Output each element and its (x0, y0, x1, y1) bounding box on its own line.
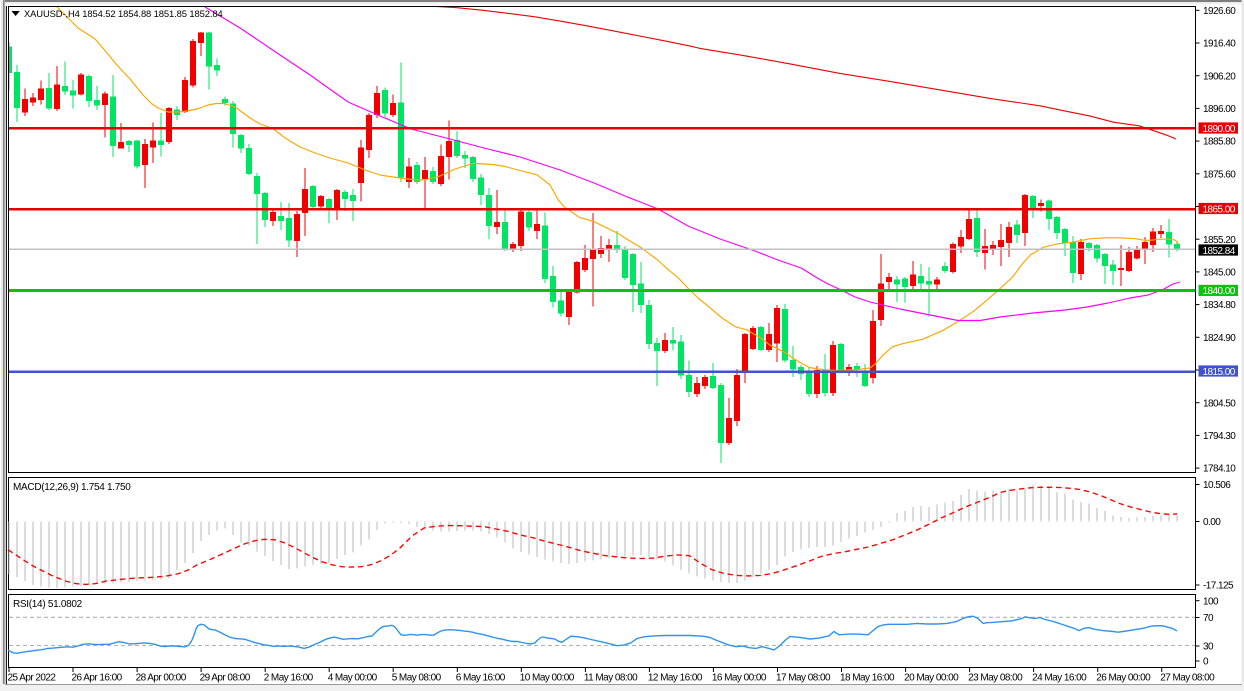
svg-text:0.00: 0.00 (1203, 517, 1221, 528)
svg-text:29 Apr 08:00: 29 Apr 08:00 (200, 673, 251, 684)
svg-text:1885.80: 1885.80 (1203, 137, 1236, 148)
svg-text:11 May 08:00: 11 May 08:00 (584, 673, 638, 684)
svg-text:XAUUSD-,H4 1854.52 1854.88 18: XAUUSD-,H4 1854.52 1854.88 1851.85 1852.… (24, 8, 223, 19)
svg-text:1926.60: 1926.60 (1203, 6, 1236, 17)
svg-text:1890.00: 1890.00 (1203, 124, 1236, 135)
svg-text:10 May 00:00: 10 May 00:00 (520, 673, 575, 684)
svg-text:1852.84: 1852.84 (1203, 246, 1236, 257)
svg-text:1865.00: 1865.00 (1203, 204, 1236, 215)
svg-text:30: 30 (1203, 642, 1214, 653)
svg-text:1794.30: 1794.30 (1203, 431, 1236, 442)
svg-text:16 May 00:00: 16 May 00:00 (712, 673, 767, 684)
svg-text:26 Apr 16:00: 26 Apr 16:00 (72, 673, 123, 684)
svg-text:1840.00: 1840.00 (1203, 286, 1236, 297)
svg-text:6 May 16:00: 6 May 16:00 (456, 673, 506, 684)
svg-text:12 May 16:00: 12 May 16:00 (648, 673, 703, 684)
svg-text:1815.00: 1815.00 (1203, 367, 1236, 378)
svg-text:1875.60: 1875.60 (1203, 169, 1236, 180)
svg-text:5 May 08:00: 5 May 08:00 (392, 673, 442, 684)
svg-text:1916.40: 1916.40 (1203, 39, 1236, 50)
svg-text:25 Apr 2022: 25 Apr 2022 (8, 673, 57, 684)
svg-text:70: 70 (1203, 613, 1214, 624)
svg-text:18 May 16:00: 18 May 16:00 (840, 673, 895, 684)
svg-text:MACD(12,26,9) 1.754 1.750: MACD(12,26,9) 1.754 1.750 (13, 482, 131, 493)
svg-text:1906.20: 1906.20 (1203, 71, 1236, 82)
svg-text:17 May 08:00: 17 May 08:00 (776, 673, 831, 684)
svg-text:0: 0 (1203, 657, 1209, 668)
svg-text:1845.00: 1845.00 (1203, 268, 1236, 279)
svg-text:1834.80: 1834.80 (1203, 300, 1236, 311)
svg-text:24 May 16:00: 24 May 16:00 (1032, 673, 1087, 684)
svg-text:1804.50: 1804.50 (1203, 398, 1236, 409)
svg-text:2 May 16:00: 2 May 16:00 (264, 673, 314, 684)
svg-text:4 May 00:00: 4 May 00:00 (328, 673, 378, 684)
svg-text:1824.90: 1824.90 (1203, 333, 1236, 344)
svg-text:10.506: 10.506 (1203, 480, 1231, 491)
svg-text:1896.00: 1896.00 (1203, 104, 1236, 115)
svg-text:28 Apr 00:00: 28 Apr 00:00 (136, 673, 187, 684)
svg-text:26 May 00:00: 26 May 00:00 (1096, 673, 1151, 684)
svg-text:RSI(14) 51.0802: RSI(14) 51.0802 (13, 599, 83, 610)
svg-text:27 May 08:00: 27 May 08:00 (1160, 673, 1215, 684)
svg-text:20 May 00:00: 20 May 00:00 (904, 673, 959, 684)
svg-text:1855.20: 1855.20 (1203, 235, 1236, 246)
svg-text:-17.125: -17.125 (1203, 581, 1234, 592)
svg-text:100: 100 (1203, 596, 1219, 607)
svg-text:1784.10: 1784.10 (1203, 464, 1236, 475)
svg-text:23 May 08:00: 23 May 08:00 (968, 673, 1023, 684)
